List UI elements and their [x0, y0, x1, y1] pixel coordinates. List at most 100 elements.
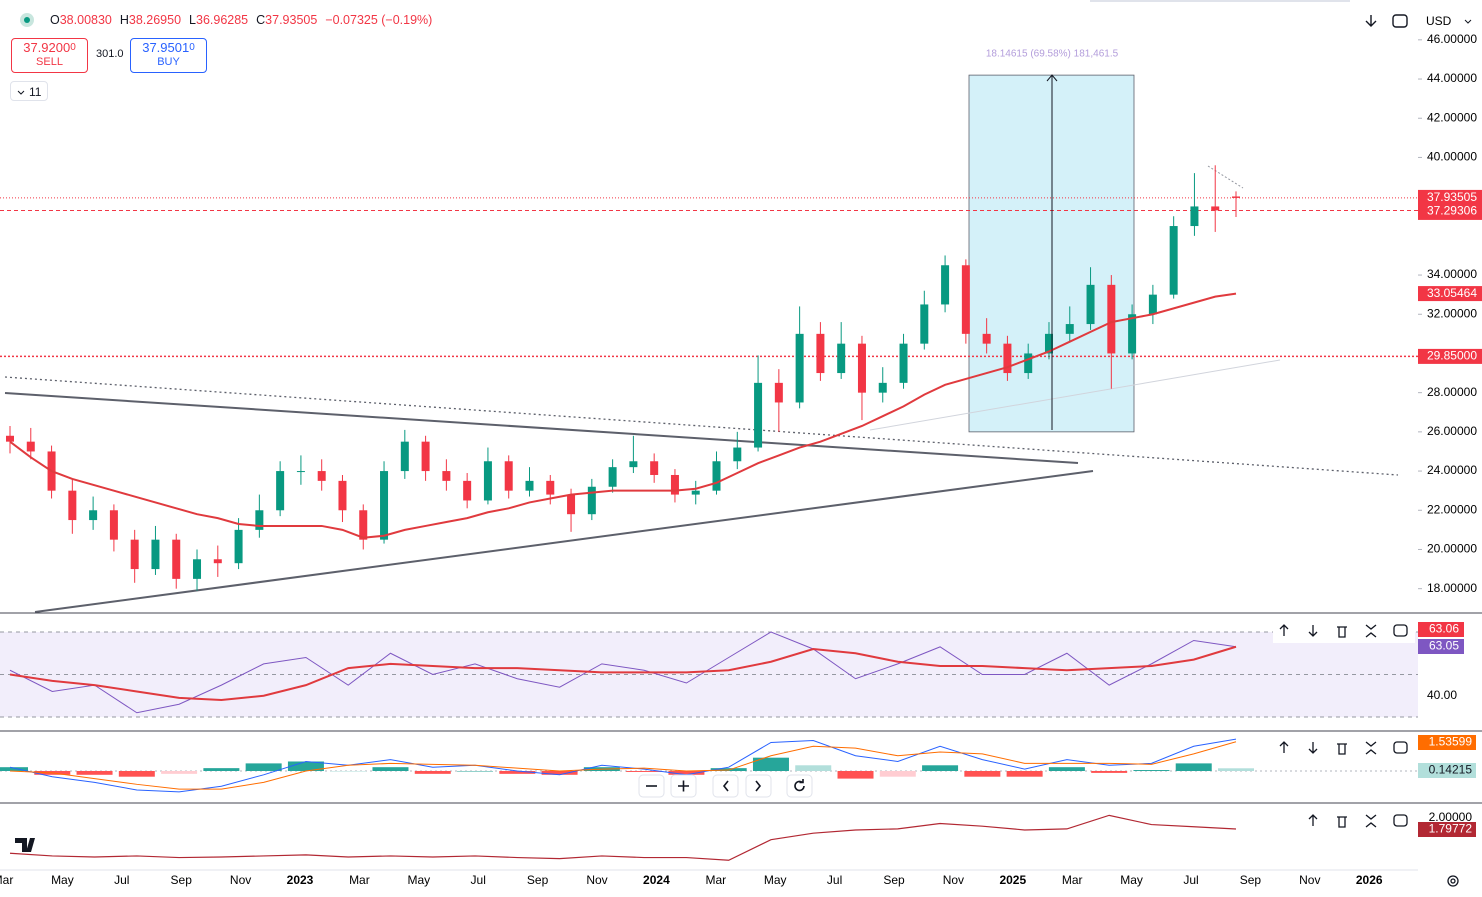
candle-body — [1107, 284, 1116, 354]
badge-value: 11 — [29, 85, 42, 99]
rsi-ma-tag-bg — [1418, 622, 1464, 637]
time-label: Sep — [527, 873, 549, 887]
rsi-band-bg — [0, 631, 1418, 717]
buy-price-small: 0 — [189, 42, 195, 53]
rsi-ma-tag: 63.06 — [1429, 622, 1459, 636]
macd-histogram — [879, 770, 916, 777]
candle-body — [421, 441, 430, 472]
price-tick-label: 32.00000 — [1427, 306, 1477, 320]
signal-line — [9, 741, 1237, 790]
macd-histogram — [752, 757, 789, 771]
trendline-faint — [869, 359, 1281, 431]
time-label: Jul — [114, 873, 129, 887]
buy-label: BUY — [157, 56, 180, 68]
support-tag: 29.85000 — [1427, 349, 1477, 363]
candle-body — [1169, 226, 1178, 295]
price-tick-label: 42.00000 — [1427, 110, 1477, 124]
spread: 301.0 — [96, 48, 124, 60]
candle-body — [982, 333, 991, 344]
time-label: May — [1120, 873, 1143, 887]
time-label: Mar — [349, 873, 370, 887]
macd-histogram — [287, 761, 324, 771]
macd-histogram — [330, 770, 367, 772]
measure-label: 18.14615 (69.58%) 181,461.5 — [986, 49, 1119, 60]
buy-button[interactable]: 37.95010 BUY — [130, 38, 207, 73]
candle-body — [276, 471, 285, 511]
signal-tag: 1.53599 — [1429, 735, 1473, 749]
candle-body — [6, 435, 14, 442]
tab-shadow — [1090, 0, 1350, 2]
macd-histogram — [795, 765, 832, 771]
hist-tag-bg — [1418, 763, 1476, 778]
macd-histogram — [964, 770, 1001, 777]
third-toolbar[interactable] — [1308, 814, 1408, 828]
macd-histogram — [457, 770, 494, 772]
candle-body — [1232, 196, 1240, 198]
ohlc-key: L — [189, 13, 196, 27]
rsi-tag: 63.05 — [1429, 639, 1459, 653]
refresh-icon[interactable] — [1392, 14, 1408, 28]
macd-histogram — [414, 770, 451, 774]
price-tick-label: 24.00000 — [1427, 463, 1477, 477]
candle-body — [442, 471, 451, 481]
interval-badge[interactable]: 11 — [10, 81, 48, 101]
candle-body — [837, 343, 846, 374]
macd-histogram — [541, 770, 578, 775]
macd-histogram — [1175, 763, 1212, 771]
candle-body — [1128, 314, 1137, 354]
candle-body — [1190, 206, 1199, 227]
candle-body — [338, 480, 347, 511]
candle-body — [608, 467, 617, 487]
signal-tag-bg — [1418, 735, 1476, 750]
candle-body — [380, 471, 389, 540]
ohlc-change: −0.07325 (−0.19%) — [325, 13, 433, 27]
rsi-tag-bg — [1418, 639, 1464, 654]
trendline-dotted — [4, 376, 1399, 476]
ohlc-value: 36.96285 — [196, 13, 249, 27]
macd-histogram — [1133, 770, 1170, 771]
price-tick-label: 18.00000 — [1427, 581, 1477, 595]
support-tag-bg — [1418, 348, 1482, 364]
macd-histogram — [203, 768, 240, 771]
time-label: Nov — [230, 873, 251, 887]
candle-body — [151, 539, 160, 570]
ohlc-header: O38.00830 H38.26950 L36.96285 C37.93505 … — [20, 13, 434, 27]
candle-body — [463, 480, 472, 501]
candle-body — [130, 539, 139, 570]
time-label: Jul — [471, 873, 486, 887]
candle-body — [587, 486, 596, 515]
macd-line — [9, 738, 1237, 793]
time-label: 2024 — [643, 873, 670, 887]
macd-histogram — [0, 767, 28, 771]
settings-icon[interactable] — [1447, 875, 1459, 887]
tv-logo — [15, 838, 35, 852]
third-line — [9, 814, 1237, 861]
zoom-controls[interactable] — [638, 774, 813, 798]
moving-average — [9, 292, 1237, 539]
time-label: Jul — [1183, 873, 1198, 887]
candle-body — [795, 333, 804, 403]
candle-body — [1003, 343, 1012, 374]
ma-tag-bg — [1418, 286, 1482, 302]
candle-body — [1086, 284, 1095, 325]
buy-price: 37.9501 — [142, 40, 190, 55]
candle-body — [670, 474, 679, 495]
candle-body — [68, 490, 77, 521]
candle-body — [650, 461, 659, 475]
candle-body — [1044, 333, 1053, 354]
rsi-toolbar[interactable] — [1273, 619, 1415, 643]
badge-chevron — [17, 90, 25, 95]
candle-body — [1065, 324, 1074, 334]
candle-body — [816, 333, 825, 374]
macd-histogram — [837, 770, 874, 779]
sell-button[interactable]: 37.92000 SELL — [11, 38, 88, 73]
price-tick-label: 46.00000 — [1427, 32, 1477, 46]
price-tag: 37.93505 — [1427, 190, 1477, 204]
currency-chevron[interactable] — [1464, 19, 1472, 24]
ma-tag: 33.05464 — [1427, 286, 1477, 300]
currency[interactable]: USD — [1426, 14, 1452, 28]
macd-toolbar[interactable] — [1279, 741, 1408, 755]
download-icon[interactable] — [1365, 15, 1377, 27]
rsi-line — [9, 631, 1237, 714]
